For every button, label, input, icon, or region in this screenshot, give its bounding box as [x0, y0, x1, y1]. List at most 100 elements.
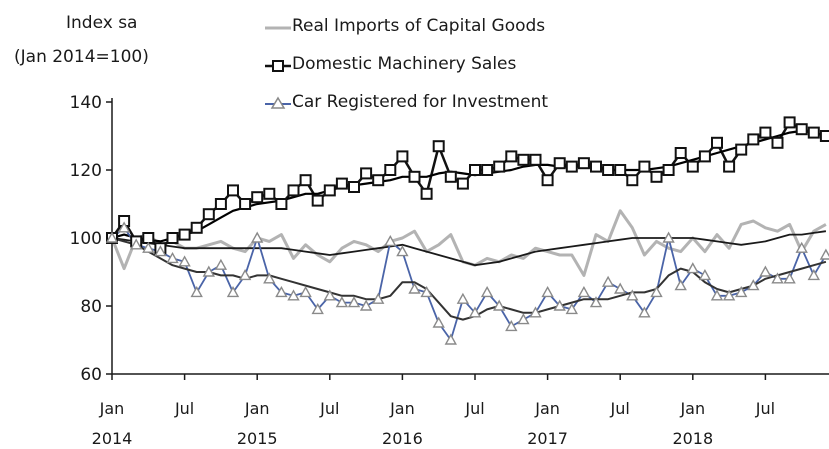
square-marker — [202, 208, 215, 221]
triangle-marker — [505, 319, 518, 332]
triangle-marker — [577, 285, 591, 298]
triangle-marker — [335, 296, 349, 308]
triangle-marker — [722, 289, 736, 301]
square-marker — [323, 184, 336, 197]
triangle-marker — [674, 279, 687, 291]
x-tick-year-label: 2015 — [237, 429, 278, 448]
square-marker — [807, 126, 820, 139]
triangle-marker — [456, 292, 470, 304]
square-marker — [565, 160, 578, 173]
triangle-marker — [686, 262, 699, 274]
square-marker — [517, 153, 530, 166]
square-marker — [372, 174, 385, 187]
square-marker — [299, 174, 312, 187]
square-marker — [469, 164, 481, 176]
triangle-marker — [117, 221, 131, 233]
legend-label: Real Imports of Capital Goods — [292, 16, 546, 36]
square-marker — [698, 150, 711, 163]
square-marker — [190, 221, 203, 234]
square-marker — [626, 174, 639, 187]
triangle-marker — [142, 241, 155, 253]
x-tick-label: Jul — [464, 399, 484, 418]
square-marker — [650, 170, 663, 183]
square-marker — [227, 184, 239, 197]
triangle-marker — [807, 268, 820, 281]
triangle-marker — [347, 296, 361, 308]
triangle-marker — [565, 302, 578, 315]
triangle-marker — [601, 275, 615, 287]
triangle-marker — [263, 272, 276, 284]
square-marker — [686, 160, 699, 173]
square-marker — [723, 160, 736, 173]
square-marker — [348, 181, 360, 193]
x-tick-year-label: 2017 — [527, 429, 568, 448]
triangle-marker — [396, 245, 409, 257]
square-marker — [735, 143, 748, 156]
series-markers — [105, 116, 829, 345]
x-tick-year-label: 2016 — [382, 429, 423, 448]
legend-square-marker-icon — [265, 60, 291, 72]
triangle-marker — [359, 299, 373, 311]
x-tick-label: Jul — [174, 399, 194, 418]
triangle-marker — [662, 231, 675, 243]
triangle-marker — [287, 289, 300, 301]
square-marker — [251, 191, 264, 204]
triangle-marker — [626, 289, 639, 301]
series-lines — [110, 121, 827, 341]
triangle-marker — [190, 285, 203, 298]
series-line-4 — [111, 226, 827, 341]
square-marker — [239, 198, 252, 210]
square-marker — [444, 170, 457, 183]
triangle-marker — [178, 255, 191, 267]
square-marker — [456, 177, 469, 190]
triangle-marker — [214, 258, 228, 270]
triangle-marker — [783, 272, 796, 284]
square-marker — [590, 160, 602, 173]
legend-label: Domestic Machinery Sales — [292, 54, 517, 74]
square-marker — [432, 140, 445, 153]
square-marker — [178, 228, 191, 241]
triangle-marker — [529, 306, 542, 318]
triangle-marker — [468, 306, 482, 318]
triangle-marker — [650, 285, 663, 298]
square-marker — [541, 174, 554, 187]
legend-line-plain-icon — [265, 26, 291, 30]
y-tick-label: 140 — [70, 93, 102, 113]
triangle-marker — [638, 306, 651, 318]
square-marker — [420, 187, 433, 200]
square-marker — [263, 187, 276, 200]
x-tick-year-label: 2018 — [672, 429, 713, 448]
square-marker — [505, 150, 518, 163]
square-marker — [819, 130, 829, 142]
triangle-marker — [589, 296, 603, 308]
square-marker — [287, 184, 300, 197]
square-marker — [408, 170, 421, 183]
y-axis-label-line-1: Index sa — [66, 13, 138, 33]
square-marker — [602, 164, 615, 176]
triangle-marker — [323, 289, 336, 301]
square-marker — [577, 157, 590, 170]
square-marker — [275, 198, 288, 210]
x-tick-label: Jan — [99, 399, 125, 418]
triangle-marker — [541, 285, 554, 298]
square-marker — [335, 177, 348, 190]
triangle-marker — [747, 279, 760, 291]
triangle-marker — [311, 302, 324, 315]
square-marker — [384, 164, 397, 176]
triangle-marker — [275, 285, 288, 298]
triangle-marker — [480, 285, 494, 298]
square-marker — [360, 167, 373, 180]
square-marker — [783, 116, 796, 129]
triangle-marker — [251, 231, 264, 243]
square-marker — [311, 194, 324, 207]
triangle-marker — [493, 299, 506, 311]
square-marker — [771, 136, 784, 149]
legend-triangle-marker-icon — [265, 96, 291, 109]
triangle-marker — [226, 285, 240, 298]
square-marker — [142, 232, 155, 244]
triangle-marker — [408, 282, 421, 294]
square-marker — [166, 232, 179, 244]
triangle-marker — [432, 316, 445, 328]
y-tick-label: 60 — [80, 365, 102, 385]
